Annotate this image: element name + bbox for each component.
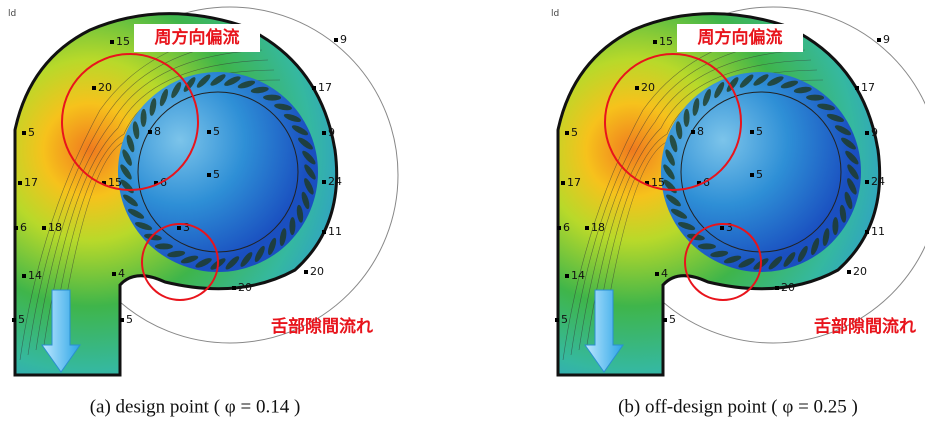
contour-label: 17 — [318, 81, 332, 94]
annotation: 舌部隙間流れ — [814, 316, 916, 337]
contour-label: 4 — [661, 267, 668, 280]
contour-label: 6 — [20, 221, 27, 234]
contour-marker — [877, 38, 881, 42]
contour-label: 15 — [659, 35, 673, 48]
contour-label: 11 — [871, 225, 885, 238]
contour-marker — [148, 130, 152, 134]
contour-marker — [92, 86, 96, 90]
contour-marker — [855, 86, 859, 90]
contour-label: 11 — [328, 225, 342, 238]
annotation: 周方向偏流 — [155, 27, 240, 48]
annotation: 舌部隙間流れ — [271, 316, 373, 337]
contour-label: 8 — [697, 125, 704, 138]
contour-marker — [112, 272, 116, 276]
contour-marker — [655, 272, 659, 276]
contour-label: 14 — [571, 269, 585, 282]
contour-marker — [565, 131, 569, 135]
contour-marker — [22, 274, 26, 278]
contour-marker — [557, 226, 561, 230]
contour-marker — [322, 180, 326, 184]
contour-marker — [555, 318, 559, 322]
contour-label: 5 — [213, 168, 220, 181]
caption: (b) off-design point ( φ = 0.25 ) — [618, 396, 858, 417]
corner-label: ld — [8, 9, 16, 19]
contour-label: 17 — [24, 176, 38, 189]
contour-label: 3 — [726, 221, 733, 234]
contour-label: 24 — [328, 175, 342, 188]
contour-label: 20 — [310, 265, 324, 278]
contour-label: 17 — [861, 81, 875, 94]
contour-marker — [334, 38, 338, 42]
contour-label: 9 — [883, 33, 890, 46]
contour-marker — [865, 180, 869, 184]
contour-marker — [120, 318, 124, 322]
contour-label: 5 — [756, 168, 763, 181]
contour-marker — [207, 173, 211, 177]
contour-label: 5 — [18, 313, 25, 326]
contour-marker — [750, 173, 754, 177]
contour-label: 20 — [641, 81, 655, 94]
contour-marker — [14, 226, 18, 230]
contour-label: 5 — [561, 313, 568, 326]
contour-marker — [304, 270, 308, 274]
contour-label: 14 — [28, 269, 42, 282]
caption: (a) design point ( φ = 0.14 ) — [90, 396, 301, 417]
contour-marker — [322, 131, 326, 135]
annotation: 周方向偏流 — [698, 27, 783, 48]
contour-marker — [720, 226, 724, 230]
contour-marker — [865, 230, 869, 234]
contour-label: 15 — [116, 35, 130, 48]
contour-label: 5 — [28, 126, 35, 139]
panel: ld1592017859552417156311618144202055周方向偏… — [8, 7, 398, 417]
contour-marker — [110, 40, 114, 44]
contour-label: 9 — [328, 126, 335, 139]
contour-label: 18 — [48, 221, 62, 234]
contour-marker — [635, 86, 639, 90]
contour-label: 20 — [853, 265, 867, 278]
contour-label: 17 — [567, 176, 581, 189]
contour-marker — [847, 270, 851, 274]
contour-label: 3 — [183, 221, 190, 234]
contour-marker — [322, 230, 326, 234]
contour-label: 20 — [781, 281, 795, 294]
contour-label: 5 — [756, 125, 763, 138]
contour-marker — [232, 286, 236, 290]
contour-marker — [865, 131, 869, 135]
contour-label: 9 — [871, 126, 878, 139]
contour-marker — [750, 130, 754, 134]
contour-marker — [585, 226, 589, 230]
contour-label: 20 — [98, 81, 112, 94]
contour-marker — [18, 181, 22, 185]
contour-marker — [561, 181, 565, 185]
contour-marker — [42, 226, 46, 230]
contour-label: 8 — [154, 125, 161, 138]
contour-marker — [207, 130, 211, 134]
contour-label: 4 — [118, 267, 125, 280]
contour-marker — [663, 318, 667, 322]
contour-label: 5 — [669, 313, 676, 326]
contour-label: 20 — [238, 281, 252, 294]
contour-label: 24 — [871, 175, 885, 188]
contour-marker — [312, 86, 316, 90]
corner-label: ld — [551, 9, 559, 19]
contour-label: 5 — [126, 313, 133, 326]
figure: ld 15 9 20 17 8 5 9 5 5 24 17 15 6 3 11 6 18 14 4 20 20 5 5 周方向偏… — [0, 0, 925, 430]
contour-label: 18 — [591, 221, 605, 234]
contour-label: 5 — [571, 126, 578, 139]
contour-marker — [22, 131, 26, 135]
contour-label: 5 — [213, 125, 220, 138]
panel: ld1592017859552417156311618144202055周方向偏… — [551, 7, 925, 417]
contour-marker — [565, 274, 569, 278]
contour-marker — [775, 286, 779, 290]
contour-marker — [691, 130, 695, 134]
contour-marker — [12, 318, 16, 322]
contour-marker — [653, 40, 657, 44]
contour-marker — [177, 226, 181, 230]
contour-label: 6 — [563, 221, 570, 234]
contour-label: 9 — [340, 33, 347, 46]
